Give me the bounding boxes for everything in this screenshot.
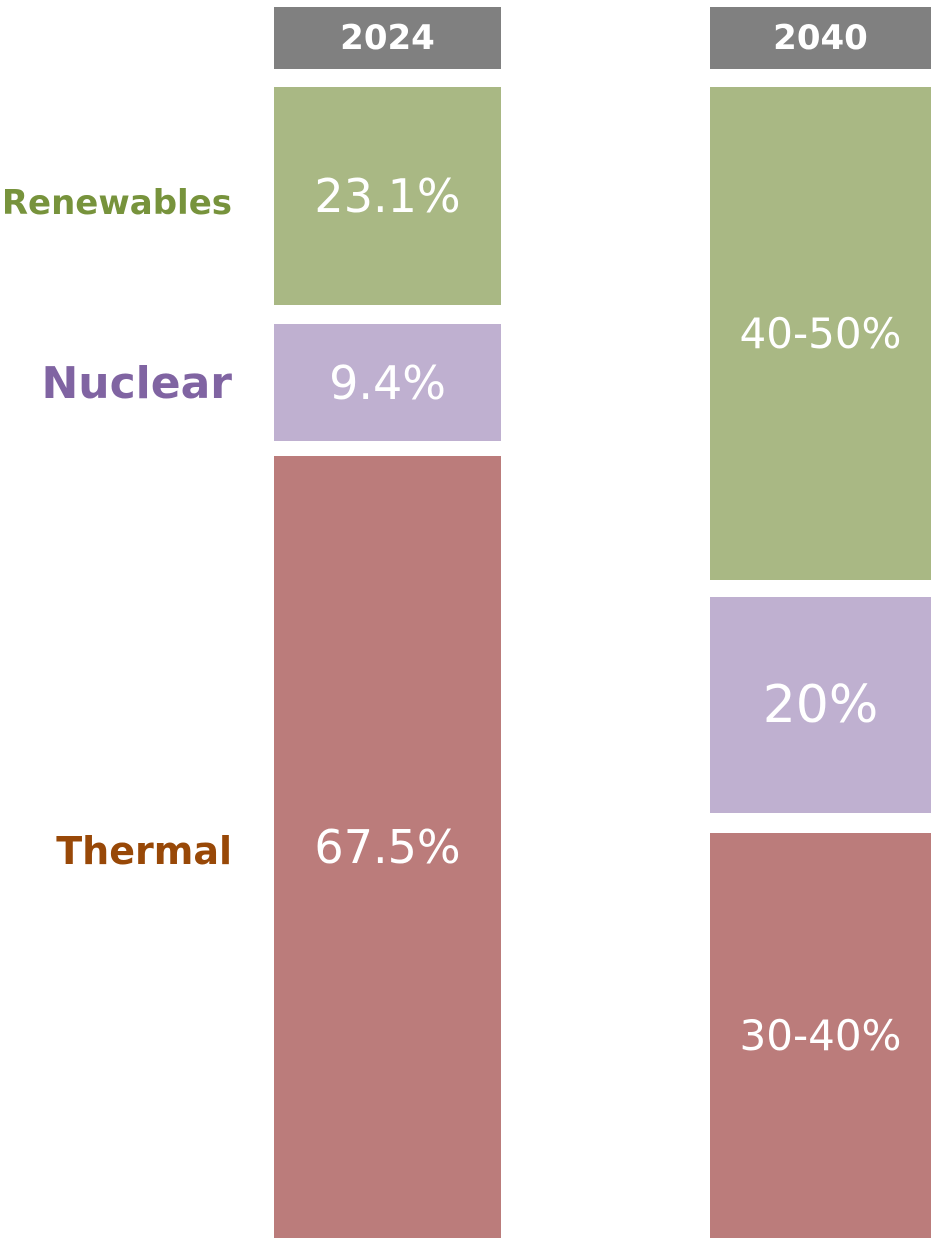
row-label: Thermal bbox=[56, 829, 232, 873]
segment: 40-50% bbox=[710, 87, 931, 580]
segment: 9.4% bbox=[274, 324, 501, 441]
segment: 23.1% bbox=[274, 87, 501, 305]
column-header: 2024 bbox=[274, 7, 501, 69]
row-label: Renewables bbox=[1, 183, 232, 223]
segment: 30-40% bbox=[710, 833, 931, 1238]
segment: 20% bbox=[710, 597, 931, 813]
segment: 67.5% bbox=[274, 456, 501, 1238]
column-header: 2040 bbox=[710, 7, 931, 69]
row-label: Nuclear bbox=[41, 357, 232, 409]
